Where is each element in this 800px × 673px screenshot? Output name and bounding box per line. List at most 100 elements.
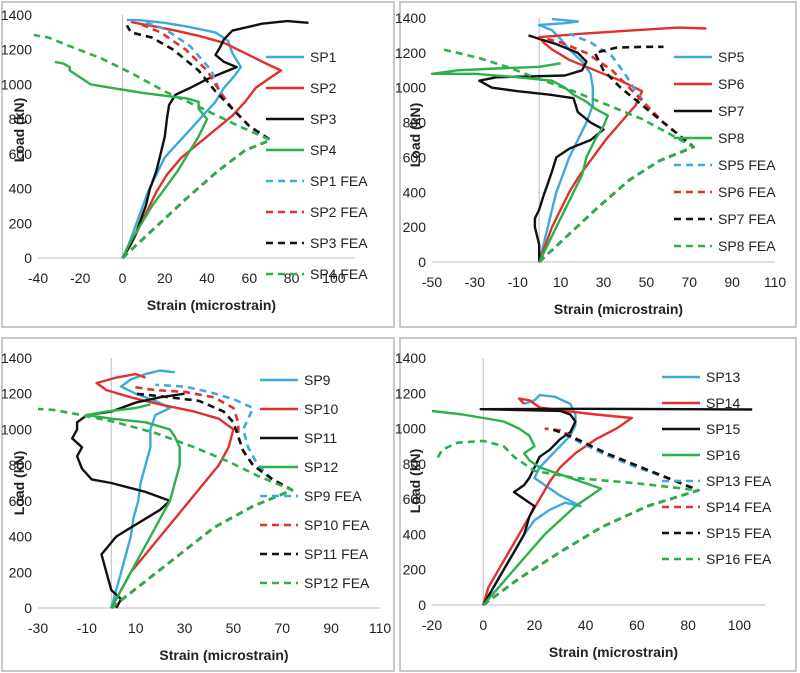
y-tick-label: 1200 [395,45,426,61]
y-tick-label: 0 [418,597,426,613]
x-tick-label: 10 [128,620,144,636]
series-line-sp15 [479,407,753,606]
x-tick-label: 50 [226,620,242,636]
legend-label-sp16: SP16 [706,447,740,463]
y-tick-label: 800 [9,111,33,127]
legend-label-sp16-fea: SP16 FEA [706,551,772,567]
x-tick-label: -30 [465,274,485,290]
x-tick-label: -10 [77,620,97,636]
y-tick-label: 1000 [1,421,32,437]
y-axis-title: Load (kN) [407,449,423,514]
legend-label-sp6: SP6 [718,76,745,92]
y-tick-label: 1000 [1,76,32,92]
legend-label-sp15: SP15 [706,421,740,437]
legend-label-sp3: SP3 [310,111,337,127]
legend-label-sp9: SP9 [304,372,331,388]
x-tick-label: 70 [274,620,290,636]
y-tick-label: 600 [403,491,427,507]
x-tick-label: 90 [724,274,740,290]
x-tick-label: -20 [422,617,442,633]
series-line-sp16-fea [435,439,700,607]
legend-label-sp5: SP5 [718,49,745,65]
series-line-sp7-fea [538,45,695,263]
x-tick-label: 0 [119,270,127,286]
y-tick-label: 800 [403,115,427,131]
series-line-sp10 [95,372,235,609]
y-tick-label: 1200 [1,42,32,58]
series-line-sp4 [54,60,209,259]
legend-label-sp4-fea: SP4 FEA [310,266,368,282]
legend-label-sp13-fea: SP13 FEA [706,473,772,489]
series-line-sp1 [121,18,243,259]
legend-label-sp9-fea: SP9 FEA [304,488,362,504]
y-tick-label: 400 [403,526,427,542]
y-tick-label: 1200 [395,385,426,401]
series-line-sp7 [478,34,605,262]
x-tick-label: -40 [28,270,48,286]
y-tick-label: 400 [9,181,33,197]
x-tick-label: 80 [284,270,300,286]
y-tick-label: 1200 [1,386,32,402]
x-tick-label: 70 [681,274,697,290]
legend-label-sp14-fea: SP14 FEA [706,499,772,515]
series-line-sp5 [538,17,594,263]
y-tick-label: 200 [9,564,33,580]
legend-label-sp2-fea: SP2 FEA [310,204,368,220]
legend-label-sp4: SP4 [310,142,337,158]
panel-frame [399,337,797,672]
x-tick-label: 50 [639,274,655,290]
y-tick-label: 200 [9,215,33,231]
y-tick-label: 800 [403,456,427,472]
x-tick-label: 100 [728,617,752,633]
x-tick-label: 100 [322,270,346,286]
legend-label-sp11: SP11 [304,430,337,446]
y-axis-title: Load (kN) [11,451,27,516]
chart-panel-sp9-sp12: 0 200 400 600 800 1000 1200 1400 -30 -10 10 30 50 70 9… [1,337,395,672]
series-line-sp6 [538,26,707,263]
x-tick-label: 60 [629,617,645,633]
legend-label-sp1: SP1 [310,49,337,65]
legend-label-sp11-fea: SP11 FEA [304,546,369,562]
series-line-sp2 [121,20,283,259]
series-line-sp3 [121,19,309,259]
series-line-sp8 [430,62,609,263]
y-tick-label: 1400 [1,7,32,23]
x-tick-label: -30 [28,620,48,636]
legend-label-sp2: SP2 [310,80,337,96]
legend-label-sp7-fea: SP7 FEA [718,211,776,227]
chart-panel-sp1-sp4: 0 200 400 600 800 1000 1200 1400 -40 -20 0 20 40 60 80… [1,1,395,328]
chart-panel-sp5-sp8: 0 200 400 600 800 1000 1200 1400 -50 -30 -10 10 30 50… [395,1,797,328]
legend-label-sp3-fea: SP3 FEA [310,235,368,251]
y-tick-label: 200 [403,219,427,235]
y-tick-label: 600 [9,493,33,509]
x-tick-label: 90 [323,620,339,636]
x-tick-label: 20 [527,617,543,633]
y-tick-label: 0 [24,250,32,266]
series-line-sp8-fea [442,48,695,263]
y-tick-label: 400 [403,184,427,200]
x-tick-label: 40 [578,617,594,633]
y-tick-label: 400 [9,529,33,545]
series-line-sp12-fea [37,407,294,610]
y-tick-label: 1400 [395,10,426,26]
legend-label-sp10: SP10 [304,401,338,417]
y-tick-label: 1000 [395,421,426,437]
x-tick-label: 80 [680,617,696,633]
y-tick-label: 800 [9,457,33,473]
legend-label-sp14: SP14 [706,395,740,411]
y-axis-title: Load (kN) [11,98,27,163]
y-tick-label: 600 [9,146,33,162]
x-tick-label: 60 [242,270,258,286]
x-tick-label: 40 [199,270,215,286]
x-tick-label: -20 [70,270,90,286]
y-tick-label: 1400 [395,350,426,366]
y-tick-label: 0 [418,254,426,270]
legend-label-sp15-fea: SP15 FEA [706,525,772,541]
legend-label-sp12: SP12 [304,459,338,475]
y-axis-title: Load (kN) [407,103,423,168]
x-tick-label: 0 [479,617,487,633]
legend-label-sp1-fea: SP1 FEA [310,173,368,189]
y-tick-label: 1000 [395,80,426,96]
y-tick-label: 200 [403,562,427,578]
